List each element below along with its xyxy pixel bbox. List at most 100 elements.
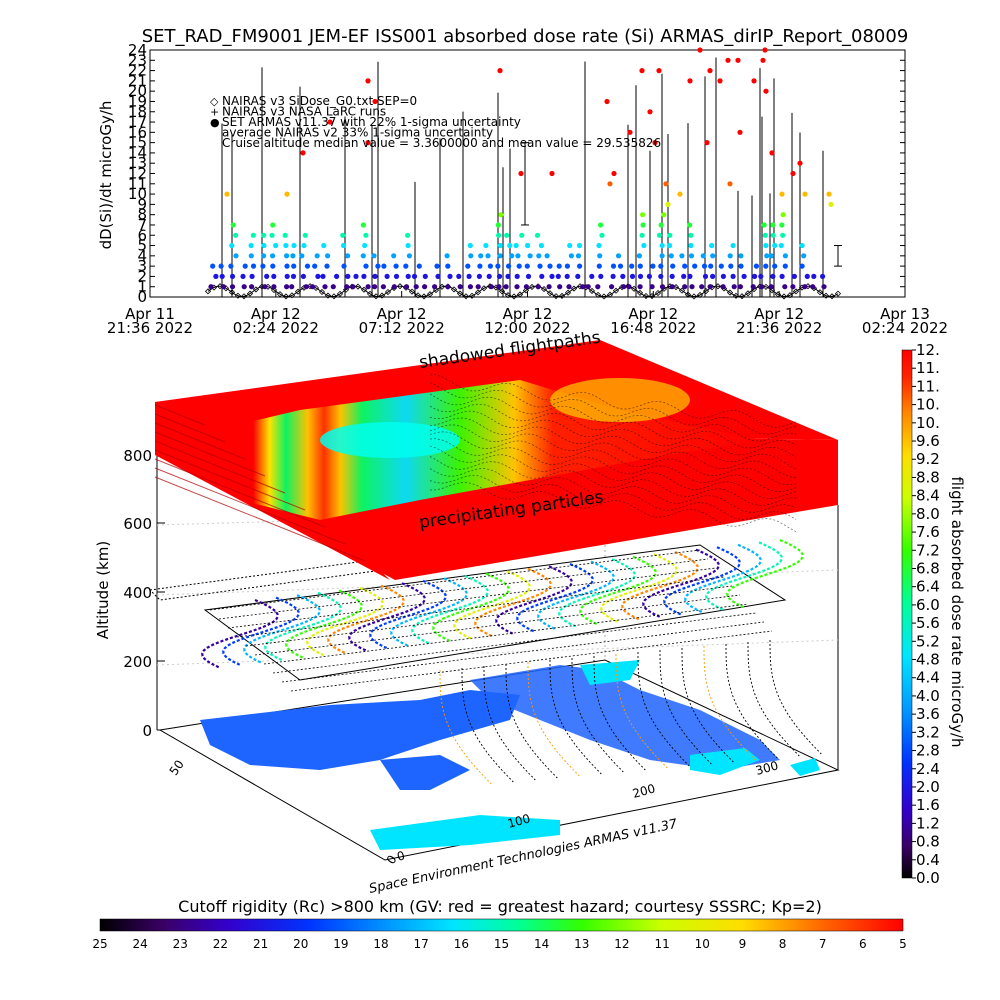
armas-point <box>341 263 347 269</box>
top-y-tick-label: 13 <box>128 154 147 172</box>
map-ocean-cyan-1 <box>370 815 560 850</box>
dose-rate-colorbar-tick-label: 1.2 <box>916 814 940 832</box>
altitude-tick-label: 400 <box>123 584 152 602</box>
top-x-tick-label: Apr 13 <box>880 305 930 323</box>
armas-point <box>365 284 371 290</box>
dose-rate-colorbar-tick-label: 2.8 <box>916 742 940 760</box>
cutoff-rigidity-tick-label: 25 <box>92 937 107 951</box>
armas-point <box>737 284 744 290</box>
slab-tracks <box>429 373 797 533</box>
orbit-grid-line <box>236 576 725 638</box>
armas-point <box>539 273 545 279</box>
armas-point <box>519 232 525 238</box>
slab-flightpath <box>429 424 797 479</box>
armas-point <box>284 253 290 259</box>
armas-spike <box>717 78 723 84</box>
orbit-grid-line <box>245 585 733 647</box>
dose-rate-colorbar-tick-label: 8.8 <box>916 468 940 486</box>
dose-rate-colorbar-tick-label: 6.4 <box>916 578 940 596</box>
cutoff-rigidity-tick-label: 8 <box>779 937 787 951</box>
armas-point <box>637 263 643 269</box>
nairas-point <box>234 292 242 299</box>
armas-point <box>758 273 764 279</box>
nairas-point <box>570 285 578 292</box>
top-x-tick-label: 07:12 2022 <box>359 319 445 337</box>
orbit-track <box>264 591 342 661</box>
armas-point <box>516 263 522 269</box>
armas-point <box>547 263 553 269</box>
ground-track <box>769 640 822 755</box>
armas-point <box>658 273 664 279</box>
armas-point <box>679 253 685 259</box>
nairas-point <box>606 291 614 298</box>
slab-flightpath <box>429 468 797 513</box>
armas-point <box>360 222 366 228</box>
top-x-tick-label: Apr 12 <box>377 305 427 323</box>
cutoff-rigidity-ticks: 25 24 23 22 21 20 19 18 17 16 15 14 13 12 11 10 9 8 7 6 5 <box>92 937 906 951</box>
orbit-track <box>621 550 699 621</box>
armas-point <box>772 263 778 269</box>
slab-stripe <box>154 476 366 562</box>
armas-point <box>763 242 769 249</box>
armas-spike <box>727 181 733 187</box>
armas-point <box>597 253 603 259</box>
nairas-point <box>456 290 464 297</box>
armas-spike <box>665 201 671 207</box>
nairas-point <box>204 288 212 295</box>
armas-spike <box>826 191 832 197</box>
dose-rate-colorbar-tick-label: 5.2 <box>916 632 940 650</box>
armas-point <box>700 253 706 259</box>
top-y-tick-label: 4 <box>137 247 147 265</box>
armas-point <box>496 232 502 238</box>
cutoff-rigidity-tick-label: 9 <box>739 937 747 951</box>
armas-spike <box>802 191 808 197</box>
armas-point <box>322 284 328 290</box>
legend-entry: NAIRAS v3 SiDose_G0.txt SEP=0 <box>222 94 417 108</box>
orbit-track <box>201 598 279 669</box>
top-y-tick-label: 15 <box>128 134 147 152</box>
armas-point <box>646 273 653 279</box>
armas-point <box>283 242 289 249</box>
armas-point <box>434 263 440 269</box>
armas-point <box>229 273 236 279</box>
armas-point <box>761 222 767 228</box>
top-x-tick-label: Apr 12 <box>503 305 553 323</box>
armas-point <box>273 242 279 249</box>
cutoff-rigidity-tick-label: 10 <box>695 937 710 951</box>
armas-spike <box>737 129 743 135</box>
nairas-point <box>276 291 284 298</box>
armas-point <box>770 273 776 279</box>
armas-spike <box>300 150 306 156</box>
panel-grid-3 <box>156 639 839 666</box>
armas-point <box>487 263 493 269</box>
orbit-grid-line <box>290 630 773 692</box>
armas-point <box>636 253 643 259</box>
dose-rate-colorbar-tick-label: 0.0 <box>916 869 940 887</box>
top-y-tick-label: 6 <box>137 226 147 244</box>
armas-point <box>304 263 311 269</box>
armas-point <box>240 273 246 279</box>
top-y-tick-label: 7 <box>137 216 147 234</box>
armas-point <box>555 273 561 279</box>
armas-point <box>791 273 798 279</box>
orbit-track <box>495 565 573 635</box>
armas-point <box>595 284 601 290</box>
armas-spike <box>760 57 766 63</box>
armas-point <box>661 212 667 218</box>
armas-point <box>549 273 555 279</box>
armas-point <box>702 273 709 279</box>
orbit-track <box>705 541 783 611</box>
armas-point <box>527 253 533 259</box>
orbit-track <box>327 584 405 654</box>
armas-point <box>770 232 776 238</box>
nairas-point <box>522 287 530 294</box>
longitude-tick-label: 300 <box>754 758 780 777</box>
top-y-tick-label: 21 <box>128 72 147 90</box>
armas-spike <box>497 68 503 74</box>
cutoff-rigidity-tick-label: 13 <box>574 937 589 951</box>
top-x-tick-label: 21:36 2022 <box>107 319 193 337</box>
armas-point <box>498 212 504 218</box>
armas-spike <box>365 140 371 146</box>
armas-spike <box>284 191 290 197</box>
